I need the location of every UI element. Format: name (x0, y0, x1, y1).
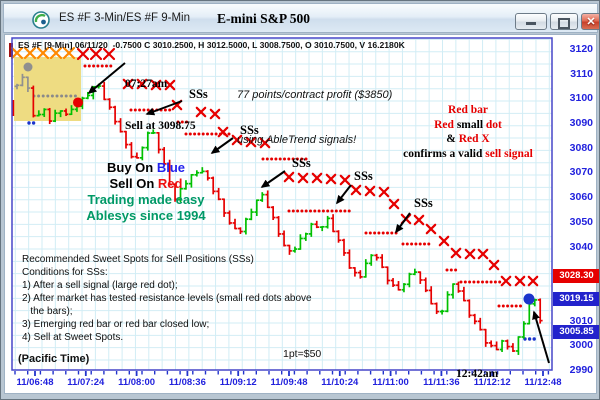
x-axis-label: 11/12:12 (473, 377, 511, 388)
y-axis-label: 3090 (569, 117, 593, 130)
x-axis-label: 11/11:36 (423, 377, 460, 388)
x-axis-label: 11/12:48 (524, 377, 562, 388)
slogan-line: Buy On Blue (106, 160, 185, 175)
sweet-spots-line: 2) After market has tested resistance le… (22, 293, 312, 304)
slogan-line: Ablesys since 1994 (86, 208, 206, 223)
y-axis-label: 3050 (569, 215, 593, 228)
close-button[interactable]: ✕ (581, 13, 599, 30)
minimize-button[interactable] (515, 13, 547, 30)
x-axis-label: 11/06:48 (16, 377, 54, 388)
sweet-spots-line: 4) Sell at Sweet Spots. (22, 332, 124, 343)
x-axis-label: 11/08:00 (118, 377, 156, 388)
profit-line2: using AbleTrend signals! (237, 134, 357, 146)
y-axis-label: 3040 (569, 240, 593, 253)
price-tag: 3019.15 (553, 292, 599, 307)
x-axis-label: 11/09:48 (270, 377, 308, 388)
maximize-button[interactable] (550, 13, 578, 30)
quote-header: ES #F [9-Min] 06/11/20 -0.7500 C 3010.25… (18, 40, 405, 50)
sweet-spots-line: 3) Emerging red bar or red bar closed lo… (22, 319, 210, 330)
legend-line: confirms a valid sell signal (403, 147, 533, 160)
legend-line: & Red X (446, 133, 490, 145)
x-axis-label: 11/08:36 (168, 377, 206, 388)
y-axis-label: 3080 (569, 141, 593, 154)
exit-annotation: 12:42am Exit at 3021.75 (445, 339, 518, 399)
profit-annotation: 77 points/contract profit ($3850) using … (237, 58, 392, 178)
x-axis-label: 11/11:00 (372, 377, 409, 388)
sweet-spots-instructions: Recommended Sweet Spots for Sell Positio… (22, 253, 312, 344)
x-axis-label: 11/10:24 (321, 377, 359, 388)
y-axis-label: 3060 (569, 191, 593, 204)
sweet-spots-line: Conditions for SSs: (22, 267, 108, 278)
sweet-spots-line: the bars); (22, 306, 73, 317)
sell-price-label: Sell at 3098.75 (125, 120, 196, 132)
legend-line: Red small dot (434, 118, 502, 131)
y-axis-label: 3120 (569, 43, 593, 55)
chart-symbol-title: E-mini S&P 500 (217, 11, 311, 26)
sweet-spots-line: 1) After a sell signal (large red dot); (22, 280, 178, 291)
app-logo-icon[interactable] (32, 11, 50, 29)
y-axis-label: 2990 (569, 364, 593, 376)
minimize-icon (526, 22, 536, 25)
y-axis-label: 3070 (569, 166, 593, 179)
close-icon: ✕ (586, 16, 596, 28)
slogan-line: Sell On Red (109, 176, 183, 191)
x-axis-label: 11/07:24 (67, 377, 105, 388)
price-tag: 3028.30 (553, 269, 599, 284)
brand-slogan: Buy On Blue Sell On Red Trading made easy A… (58, 160, 234, 224)
sell-signal-legend: Red bar Red small dot & Red X confirms a va… (379, 103, 557, 161)
slogan-line: Trading made easy (87, 192, 205, 207)
sweet-spots-line: Recommended Sweet Spots for Sell Positio… (22, 254, 254, 265)
exit-time: 12:42am (456, 368, 499, 380)
window-titlebar[interactable]: ES #F 3-Min/ES #F 9-Min E-mini S&P 500 ✕ (3, 3, 599, 33)
maximize-icon (558, 18, 570, 29)
y-axis-label: 3100 (569, 92, 593, 105)
y-axis-label: 3110 (570, 67, 593, 80)
x-axis-label: 11/09:12 (219, 377, 257, 388)
window-title: ES #F 3-Min/ES #F 9-Min (59, 12, 191, 24)
legend-line: Red bar (448, 104, 488, 116)
y-axis-label: 3010 (569, 314, 593, 327)
timezone-label: (Pacific Time) (18, 353, 90, 365)
sell-time: 07:27am (125, 78, 168, 90)
y-axis-label: 3000 (569, 339, 593, 352)
point-value-label: 1pt=$50 (283, 348, 322, 360)
sell-annotation: 07:27am Sell at 3098.75 (125, 49, 196, 161)
price-tag: 3005.85 (553, 324, 599, 339)
profit-line1: 77 points/contract profit ($3850) (237, 89, 393, 101)
